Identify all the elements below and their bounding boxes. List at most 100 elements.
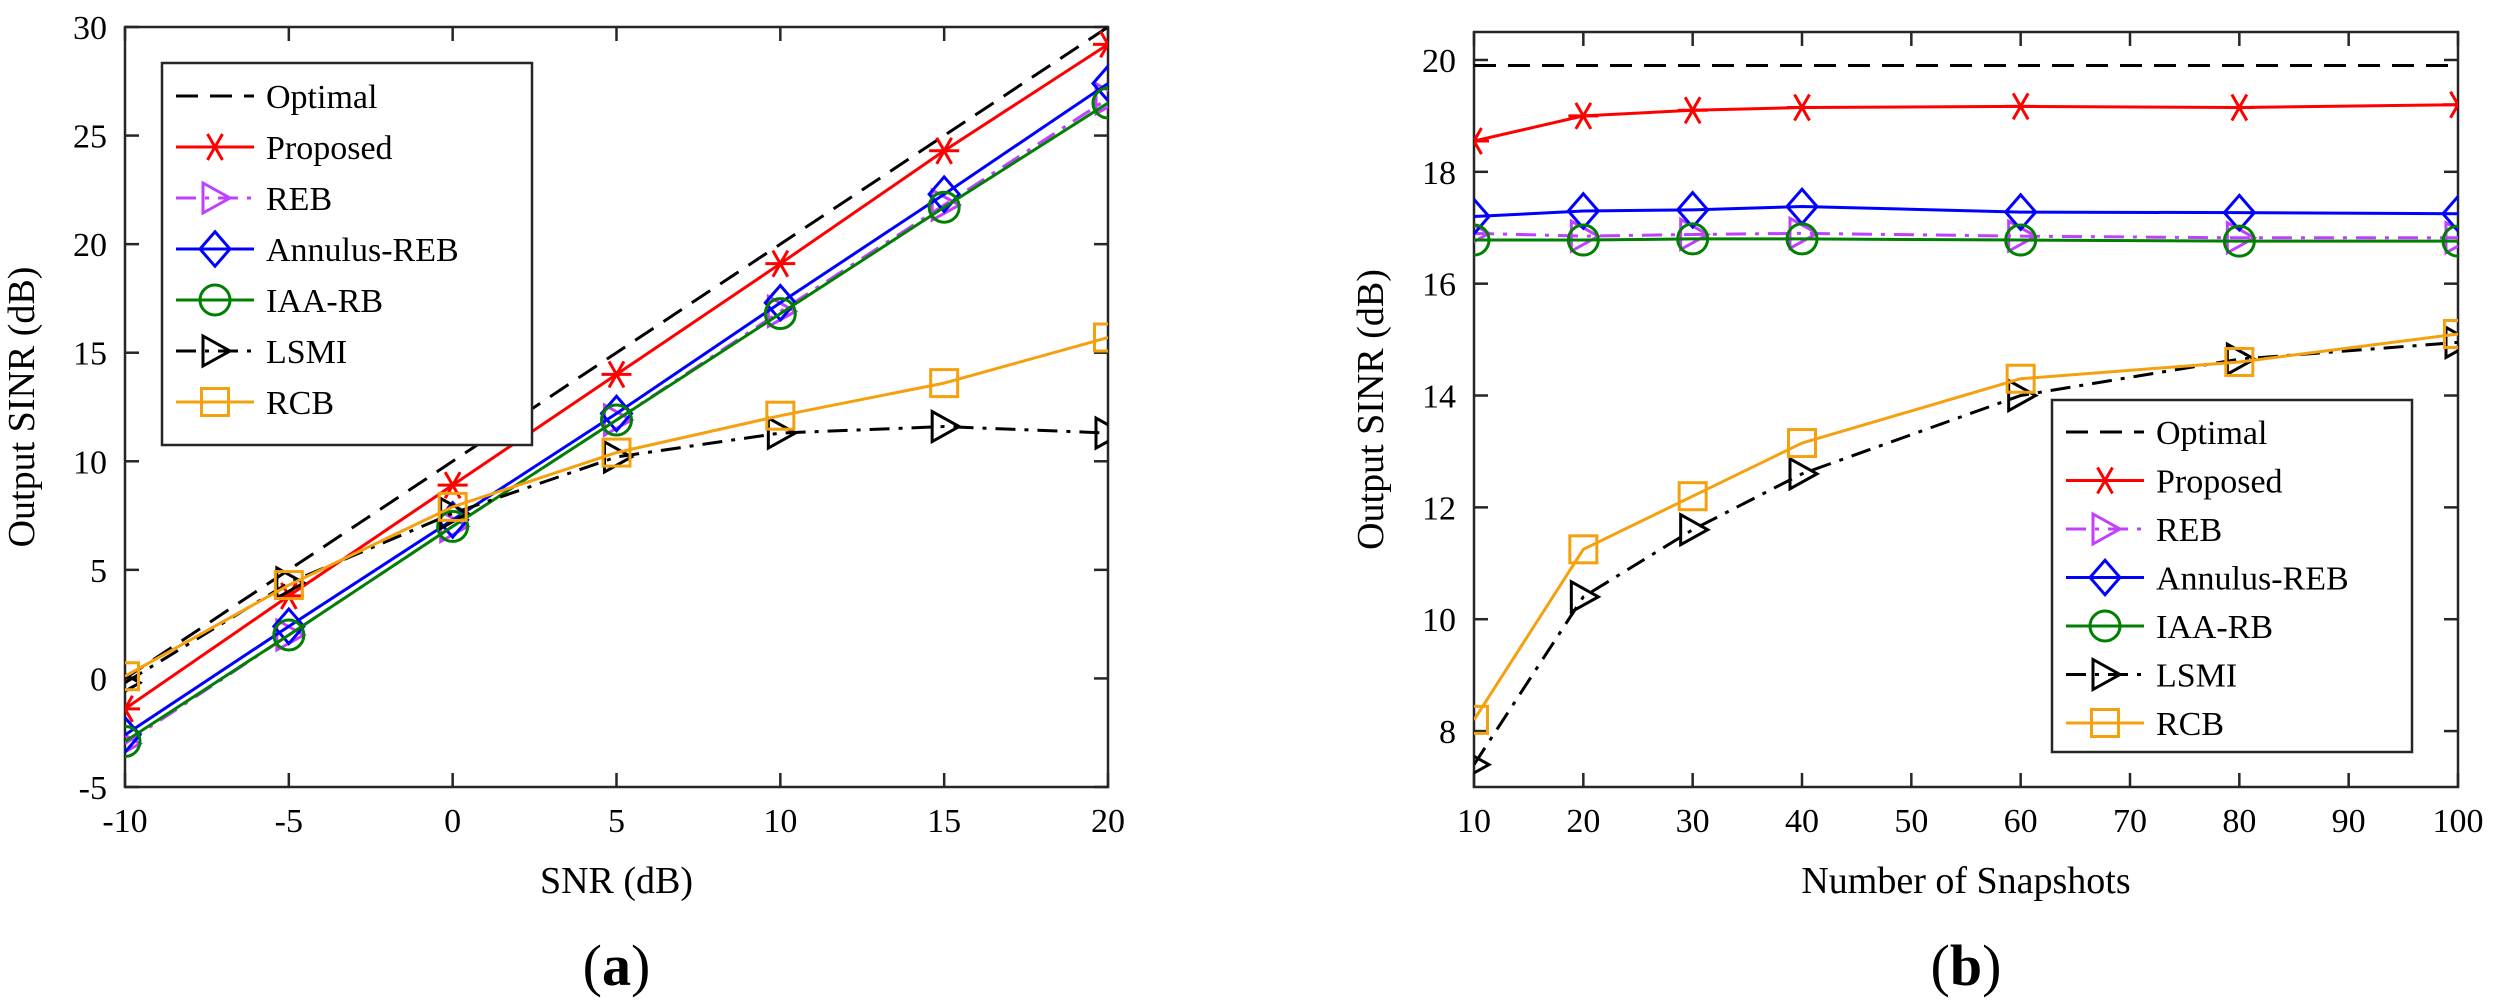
x-tick-label: 10	[763, 803, 797, 840]
y-tick-label: 10	[73, 444, 107, 481]
data-point-proposed	[1677, 96, 1708, 125]
y-tick-label: 0	[90, 661, 107, 698]
legend-label-rcb: RCB	[2156, 706, 2224, 743]
data-point-reb	[2444, 220, 2458, 256]
data-point-proposed	[1787, 93, 1817, 122]
data-point-rcb	[929, 368, 960, 399]
legend-label-optimal: Optimal	[266, 79, 377, 116]
x-tick-label: 40	[1785, 803, 1819, 840]
legend-marker-lsmi	[201, 333, 234, 369]
panel-paren: (	[583, 933, 602, 998]
series-iaa-rb	[1474, 222, 2458, 258]
legend-label-lsmi: LSMI	[2156, 658, 2237, 695]
data-point-lsmi	[2007, 377, 2039, 414]
data-point-rcb	[1677, 481, 1708, 512]
data-point-annulus-reb	[2003, 192, 2038, 232]
legend-marker-annulus-reb	[2088, 557, 2122, 598]
legend: Optimal Proposed REB Annulus-REB IAA-RB LSMI R…	[160, 61, 534, 447]
series-rcb	[125, 322, 1108, 692]
data-point-iaa-rb	[1676, 222, 1710, 256]
data-point-iaa-rb	[2441, 224, 2458, 258]
series-line-annulus-reb	[125, 82, 1108, 737]
data-point-proposed	[765, 249, 796, 278]
panel-letter: a	[602, 933, 631, 998]
y-tick-label: 18	[1422, 155, 1456, 192]
data-point-proposed	[125, 695, 140, 723]
data-point-lsmi	[766, 415, 799, 451]
data-point-lsmi	[1474, 754, 1493, 775]
data-point-lsmi	[930, 408, 963, 445]
data-point-lsmi	[2444, 324, 2458, 360]
x-tick-label: 70	[2113, 803, 2147, 840]
y-tick-label: 12	[1422, 490, 1456, 527]
panel-paren: )	[1982, 933, 2001, 998]
legend-marker-annulus-reb	[198, 229, 232, 269]
data-point-annulus-reb	[2441, 194, 2458, 234]
x-tick-label: 5	[608, 803, 625, 840]
data-point-proposed	[1568, 102, 1599, 130]
legend-label-proposed: Proposed	[2156, 464, 2283, 501]
data-point-annulus-reb	[2222, 193, 2257, 233]
series-layer	[125, 27, 1108, 758]
series-line-annulus-reb	[1474, 204, 2458, 219]
data-point-annulus-reb	[927, 174, 962, 214]
x-tick-label: 20	[1091, 803, 1125, 840]
data-point-annulus-reb	[1091, 63, 1108, 103]
panel-label: (a)	[583, 933, 651, 998]
x-tick-label: 90	[2332, 803, 2366, 840]
data-point-reb	[1788, 215, 1821, 251]
data-point-rcb	[2224, 346, 2255, 377]
data-point-proposed	[2443, 90, 2458, 119]
data-point-rcb	[437, 491, 468, 522]
y-tick-label: 30	[73, 10, 107, 47]
data-point-annulus-reb	[763, 283, 798, 323]
y-tick-label: -5	[79, 770, 107, 807]
plot-frame	[1472, 30, 2460, 789]
x-tick-label: 60	[2004, 803, 2038, 840]
data-point-iaa-rb	[125, 724, 142, 758]
data-point-lsmi	[1569, 579, 1602, 615]
x-tick-label: 100	[2433, 803, 2484, 840]
data-point-rcb	[1568, 534, 1599, 565]
x-tick-label: -10	[102, 803, 147, 840]
legend-label-rcb: RCB	[266, 385, 334, 422]
data-point-proposed	[601, 360, 632, 389]
series-rcb	[1474, 319, 2458, 735]
legend-marker-rcb	[2090, 708, 2120, 738]
x-tick-label: 20	[1566, 803, 1600, 840]
series-line-rcb	[1474, 332, 2458, 721]
data-point-annulus-reb	[271, 606, 306, 646]
legend-label-proposed: Proposed	[266, 130, 393, 167]
series-annulus-reb	[1474, 186, 2458, 237]
legend-marker-iaa-rb	[2088, 609, 2122, 643]
data-point-rcb	[765, 400, 796, 431]
y-tick-label: 20	[73, 227, 107, 264]
data-point-iaa-rb	[763, 297, 797, 331]
chart-panel-b: 10 20 30 40 50 60 70 80 90 100 8 10 12 14 16 18 20 Number…	[1350, 30, 2484, 998]
legend-label-annulus-reb: Annulus-REB	[2156, 561, 2349, 598]
series-line-reb	[1474, 231, 2458, 240]
data-point-iaa-rb	[2004, 223, 2038, 257]
y-tick-label: 25	[73, 119, 107, 156]
y-axis-label: Output SINR (dB)	[1350, 269, 1392, 550]
x-tick-label: -5	[275, 803, 303, 840]
y-tick-label: 15	[73, 336, 107, 373]
series-line-proposed	[1474, 103, 2458, 143]
data-point-iaa-rb	[1785, 222, 1819, 256]
series-line-lsmi	[1474, 340, 2458, 766]
legend-marker-reb	[201, 180, 234, 216]
data-point-reb	[930, 187, 963, 223]
panel-letter: b	[1950, 933, 1982, 998]
data-point-rcb	[1093, 322, 1108, 353]
series-iaa-rb	[125, 86, 1108, 758]
series-layer	[1474, 64, 2458, 775]
legend-marker-lsmi	[2091, 656, 2124, 693]
data-point-rcb	[2443, 319, 2458, 349]
panel-label: (b)	[1931, 933, 2002, 998]
legend-marker-rcb	[200, 387, 230, 417]
series-proposed	[1474, 90, 2458, 155]
data-point-annulus-reb	[1474, 197, 1491, 237]
y-tick-label: 5	[90, 553, 107, 590]
